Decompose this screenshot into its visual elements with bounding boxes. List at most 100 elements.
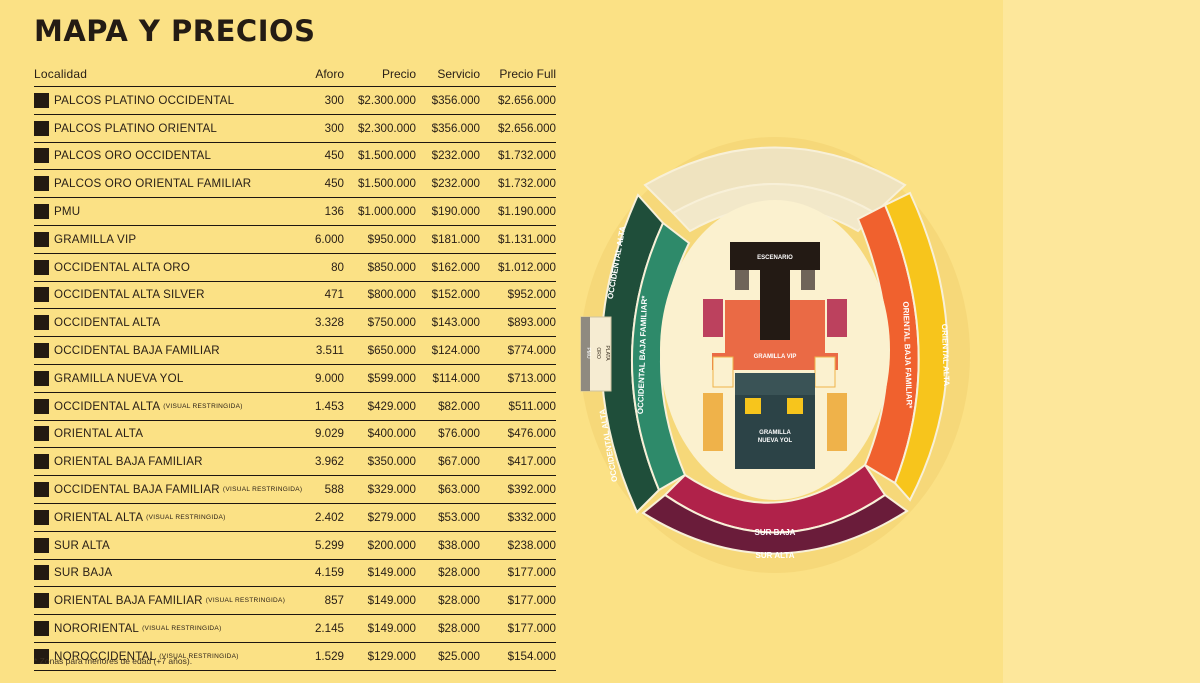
row-precio: $129.000 <box>367 649 416 663</box>
header-precio-full: Precio Full <box>499 67 556 81</box>
row-servicio: $152.000 <box>431 288 480 302</box>
row-note: (VISUAL RESTRINGIDA) <box>205 597 286 605</box>
stage-left-wing <box>735 270 749 290</box>
row-name: GRAMILLA NUEVA YOL <box>54 371 184 385</box>
zone-swatch-icon <box>34 648 49 664</box>
booth-right <box>814 356 836 388</box>
row-localidad: ORIENTAL BAJA FAMILIAR (VISUAL RESTRINGID… <box>34 593 304 609</box>
row-servicio: $124.000 <box>431 344 480 358</box>
stage-runway <box>760 270 790 340</box>
row-localidad: ORIENTAL ALTA (VISUAL RESTRINGIDA) <box>34 509 304 525</box>
row-precio-full: $1.732.000 <box>497 149 556 163</box>
row-localidad: NORORIENTAL (VISUAL RESTRINGIDA) <box>34 621 304 637</box>
zone-swatch-icon <box>34 204 49 220</box>
label-escenario: ESCENARIO <box>757 255 793 261</box>
row-servicio: $67.000 <box>438 455 480 469</box>
row-aforo: 136 <box>324 205 344 219</box>
label-sur-alta: SUR ALTA <box>756 551 795 560</box>
zone-swatch-icon <box>34 231 49 247</box>
table-row: OCCIDENTAL BAJA FAMILIAR (VISUAL RESTRING… <box>34 476 556 504</box>
palcos-right <box>827 299 847 337</box>
row-precio-full: $476.000 <box>507 427 556 441</box>
row-name: OCCIDENTAL ALTA ORO <box>54 260 191 274</box>
row-precio: $1.000.000 <box>357 205 416 219</box>
row-name: NORORIENTAL <box>54 622 140 636</box>
row-localidad: ORIENTAL BAJA FAMILIAR <box>34 454 304 470</box>
table-header: Localidad Aforo Precio Servicio Precio F… <box>34 62 556 87</box>
row-precio: $149.000 <box>367 594 416 608</box>
row-localidad: ORIENTAL ALTA <box>34 426 304 442</box>
header-servicio: Servicio <box>437 67 480 81</box>
row-name: OCCIDENTAL BAJA FAMILIAR <box>54 483 220 497</box>
row-localidad: PALCOS PLATINO ORIENTAL <box>34 120 304 136</box>
table-row: NORORIENTAL (VISUAL RESTRINGIDA) 2.145 $149… <box>34 615 556 643</box>
label-gramilla-nueva-yol-2: NUEVA YOL <box>758 438 793 444</box>
label-oro: ORO <box>595 347 601 359</box>
stage <box>730 242 820 270</box>
row-precio-full: $1.732.000 <box>497 177 556 191</box>
row-aforo: 300 <box>324 121 344 135</box>
row-aforo: 588 <box>324 483 344 497</box>
header-localidad: Localidad <box>34 67 88 81</box>
row-precio: $1.500.000 <box>357 149 416 163</box>
stage-right-wing <box>801 270 815 290</box>
row-precio: $800.000 <box>367 288 416 302</box>
row-precio-full: $177.000 <box>507 566 556 580</box>
row-name: ORIENTAL BAJA FAMILIAR <box>54 455 203 469</box>
row-aforo: 4.159 <box>314 566 344 580</box>
row-precio: $599.000 <box>367 371 416 385</box>
zone-swatch-icon <box>34 176 49 192</box>
row-precio-full: $1.190.000 <box>497 205 556 219</box>
row-precio-full: $893.000 <box>507 316 556 330</box>
zone-swatch-icon <box>34 537 49 553</box>
row-precio-full: $177.000 <box>507 594 556 608</box>
row-localidad: SUR BAJA <box>34 565 304 581</box>
row-aforo: 6.000 <box>314 232 344 246</box>
booth-left <box>712 356 734 388</box>
row-precio: $1.500.000 <box>357 177 416 191</box>
booth-nueva-yol-2 <box>787 398 803 414</box>
row-precio-full: $774.000 <box>507 344 556 358</box>
row-name: ORIENTAL ALTA <box>54 427 144 441</box>
footnote: * Zonas para menores de edad (+7 años). <box>34 656 193 666</box>
row-precio: $400.000 <box>367 427 416 441</box>
table-row: SUR BAJA 4.159 $149.000 $28.000 $177.000 <box>34 560 556 588</box>
row-precio-full: $154.000 <box>507 649 556 663</box>
label-occidental-baja-familiar: OCCIDENTAL BAJA FAMILIAR* <box>636 295 649 415</box>
table-row: ORIENTAL BAJA FAMILIAR 3.962 $350.000 $67.0… <box>34 448 556 477</box>
table-row: OCCIDENTAL ALTA (VISUAL RESTRINGIDA) 1.453… <box>34 393 556 421</box>
table-row: OCCIDENTAL BAJA FAMILIAR 3.511 $650.000 $12… <box>34 337 556 365</box>
row-aforo: 857 <box>324 594 344 608</box>
row-precio-full: $392.000 <box>507 483 556 497</box>
zone-swatch-icon <box>34 120 49 136</box>
zone-swatch-icon <box>34 148 49 164</box>
poster: MAPA Y PRECIOS Localidad Aforo Precio Se… <box>0 0 1003 683</box>
row-servicio: $143.000 <box>431 316 480 330</box>
row-localidad: OCCIDENTAL ALTA (VISUAL RESTRINGIDA) <box>34 398 304 414</box>
row-precio-full: $1.131.000 <box>497 232 556 246</box>
row-aforo: 3.962 <box>314 455 344 469</box>
row-precio: $149.000 <box>367 566 416 580</box>
table-row: NOROCCIDENTAL (VISUAL RESTRINGIDA) 1.529 $1… <box>34 643 556 671</box>
row-precio-full: $511.000 <box>508 399 557 413</box>
row-localidad: OCCIDENTAL ALTA SILVER <box>34 287 304 303</box>
table-row: ORIENTAL ALTA (VISUAL RESTRINGIDA) 2.402 $2… <box>34 504 556 532</box>
table-row: OCCIDENTAL ALTA SILVER 471 $800.000 $152.00… <box>34 282 556 310</box>
row-precio-full: $238.000 <box>507 538 556 552</box>
zone-oriental-alta <box>883 191 949 502</box>
zone-swatch-icon <box>34 370 49 386</box>
side-right <box>827 393 847 451</box>
table-row: ORIENTAL BAJA FAMILIAR (VISUAL RESTRINGID… <box>34 587 556 616</box>
row-servicio: $356.000 <box>431 93 480 107</box>
row-precio-full: $177.000 <box>507 622 556 636</box>
page-title: MAPA Y PRECIOS <box>34 14 316 48</box>
row-precio: $750.000 <box>367 316 416 330</box>
row-localidad: PALCOS PLATINO OCCIDENTAL <box>34 92 304 108</box>
row-servicio: $114.000 <box>432 371 481 385</box>
table-row: GRAMILLA VIP 6.000 $950.000 $181.000 $1.131.… <box>34 226 556 254</box>
row-precio: $2.300.000 <box>357 93 416 107</box>
row-servicio: $232.000 <box>431 149 480 163</box>
row-aforo: 1.453 <box>314 399 344 413</box>
zone-swatch-icon <box>34 287 49 303</box>
price-table: Localidad Aforo Precio Servicio Precio F… <box>34 62 556 671</box>
